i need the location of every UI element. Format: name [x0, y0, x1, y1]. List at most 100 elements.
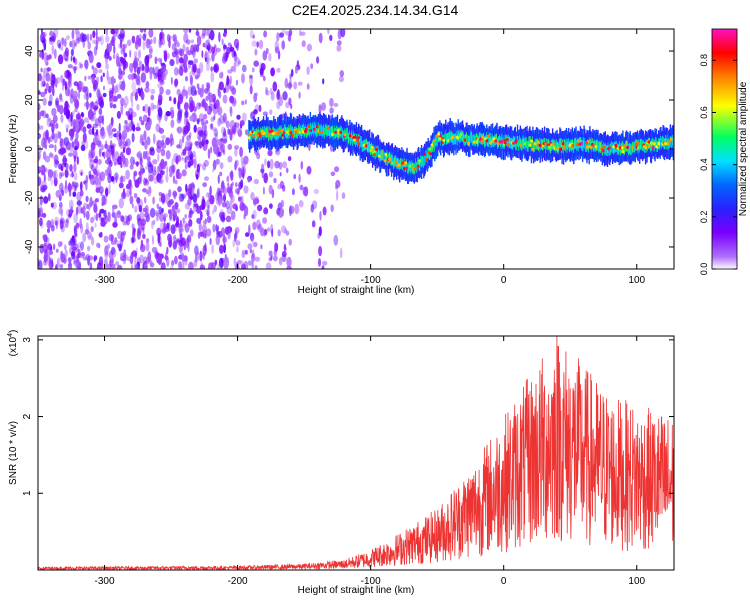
- spectrogram-speckle: [156, 203, 160, 209]
- spectrogram-speckle: [221, 201, 227, 208]
- spectrogram-speckle: [263, 207, 269, 215]
- spectrogram-speckle: [182, 85, 186, 94]
- spectrogram-speckle: [144, 103, 149, 114]
- spectrogram-speckle: [60, 166, 64, 172]
- spectrogram-speckle: [70, 207, 73, 216]
- spectrogram-speckle: [199, 88, 204, 98]
- spectrogram-speckle: [104, 159, 109, 164]
- colorbar-tick-label: 0.0: [699, 263, 709, 276]
- spectrogram-speckle: [79, 253, 85, 259]
- spectrogram-speckle: [188, 60, 194, 65]
- spectrogram-speckle: [166, 165, 169, 175]
- spectrogram-speckle: [172, 214, 176, 222]
- spectrogram-speckle: [113, 161, 117, 166]
- spectrogram-speckle: [124, 157, 129, 168]
- spectrogram-speckle: [40, 187, 46, 193]
- spectrogram-speckle: [184, 202, 191, 210]
- spectrogram-speckle: [211, 127, 218, 132]
- spectrogram-speckle: [122, 60, 126, 71]
- spectrogram-speckle: [205, 120, 209, 124]
- spectrogram-speckle: [78, 87, 82, 93]
- spectrogram-speckle: [182, 217, 185, 224]
- y-tick-label: -20: [24, 190, 35, 205]
- spectrogram-speckle: [110, 176, 115, 182]
- spectrogram-speckle: [241, 100, 245, 106]
- spectrogram-speckle: [186, 135, 192, 141]
- spectrogram-speckle: [152, 196, 155, 205]
- spectrogram-speckle: [156, 139, 163, 149]
- spectrogram-speckle: [127, 183, 133, 190]
- spectrogram-band-core: [521, 138, 524, 150]
- spectrogram-speckle: [85, 140, 89, 149]
- spectrogram-speckle: [199, 264, 206, 269]
- spectrogram-speckle: [152, 219, 156, 225]
- spectrogram-speckle: [109, 102, 113, 109]
- spectrogram-speckle: [289, 205, 295, 215]
- spectrogram-speckle: [91, 65, 94, 70]
- spectrogram-speckle: [58, 172, 63, 179]
- spectrogram-speckle: [49, 135, 54, 142]
- spectrogram-speckle: [195, 31, 200, 36]
- spectrogram-speckle: [212, 209, 215, 215]
- spectrogram-speckle: [48, 136, 51, 144]
- spectrogram-speckle: [184, 163, 188, 170]
- spectrogram-speckle: [321, 265, 325, 269]
- spectrogram-band-core: [559, 138, 561, 150]
- spectrogram-speckle: [94, 122, 97, 131]
- spectrogram-speckle: [85, 254, 91, 260]
- spectrogram-speckle: [90, 226, 94, 233]
- spectrogram-speckle: [81, 140, 86, 146]
- spectrogram-band-core: [310, 123, 312, 134]
- spectrogram-speckle: [259, 67, 264, 76]
- spectrogram-speckle: [166, 222, 170, 230]
- spectrogram-speckle: [220, 209, 224, 214]
- spectrogram-speckle: [47, 220, 52, 229]
- spectrogram-speckle: [209, 237, 212, 245]
- spectrogram-speckle: [182, 135, 185, 144]
- spectrogram-speckle: [106, 69, 109, 81]
- spectrogram-speckle: [71, 141, 75, 148]
- spectrogram-speckle: [157, 172, 160, 181]
- spectrogram-speckle: [98, 107, 103, 116]
- spectrogram-speckle: [131, 90, 136, 97]
- spectrogram-speckle: [215, 158, 220, 165]
- spectrogram-speckle: [49, 31, 55, 37]
- spectrogram-speckle: [40, 67, 43, 73]
- spectrogram-speckle: [71, 235, 75, 241]
- spectrogram-speckle: [160, 193, 166, 204]
- y-tick-label: 3: [22, 337, 33, 343]
- spectrogram-speckle: [219, 72, 223, 79]
- spectrogram-band-core: [501, 133, 503, 145]
- spectrogram-speckle: [171, 158, 174, 168]
- spectrogram-speckle: [236, 246, 239, 253]
- spectrogram-speckle: [87, 75, 92, 80]
- spectrogram-speckle: [68, 128, 75, 137]
- spectrogram-band-core: [611, 142, 614, 154]
- spectrogram-speckle: [91, 236, 95, 246]
- spectrogram-speckle: [225, 51, 229, 59]
- snr-y-ticks: 1 2 3: [22, 337, 674, 496]
- spectrogram-speckle: [103, 85, 105, 91]
- spectrogram-speckle: [100, 129, 106, 140]
- spectrogram-speckle: [222, 149, 226, 156]
- spectrogram-speckle: [179, 48, 185, 57]
- spectrogram-speckle: [269, 158, 274, 170]
- spectrogram-speckle: [185, 183, 188, 192]
- spectrogram-speckle: [336, 44, 342, 52]
- spectrogram-speckle: [116, 110, 121, 119]
- spectrogram-speckle: [238, 168, 242, 179]
- spectrogram-band-core: [386, 150, 388, 162]
- spectrogram-band-core: [352, 135, 354, 146]
- spectrogram-speckle: [73, 162, 77, 173]
- spectrogram-speckle: [66, 127, 69, 133]
- spectrogram-speckle: [56, 103, 61, 113]
- spectrogram-speckle: [280, 199, 285, 208]
- spectrogram-speckle: [167, 200, 172, 208]
- spectrogram-speckle: [278, 212, 283, 218]
- spectrogram-speckle: [220, 216, 226, 221]
- spectrogram-speckle: [170, 76, 173, 85]
- spectrogram-speckle: [120, 48, 125, 55]
- spectrogram-speckle: [105, 263, 111, 269]
- spectrogram-speckle: [138, 173, 143, 185]
- spectrogram-speckle: [196, 35, 202, 46]
